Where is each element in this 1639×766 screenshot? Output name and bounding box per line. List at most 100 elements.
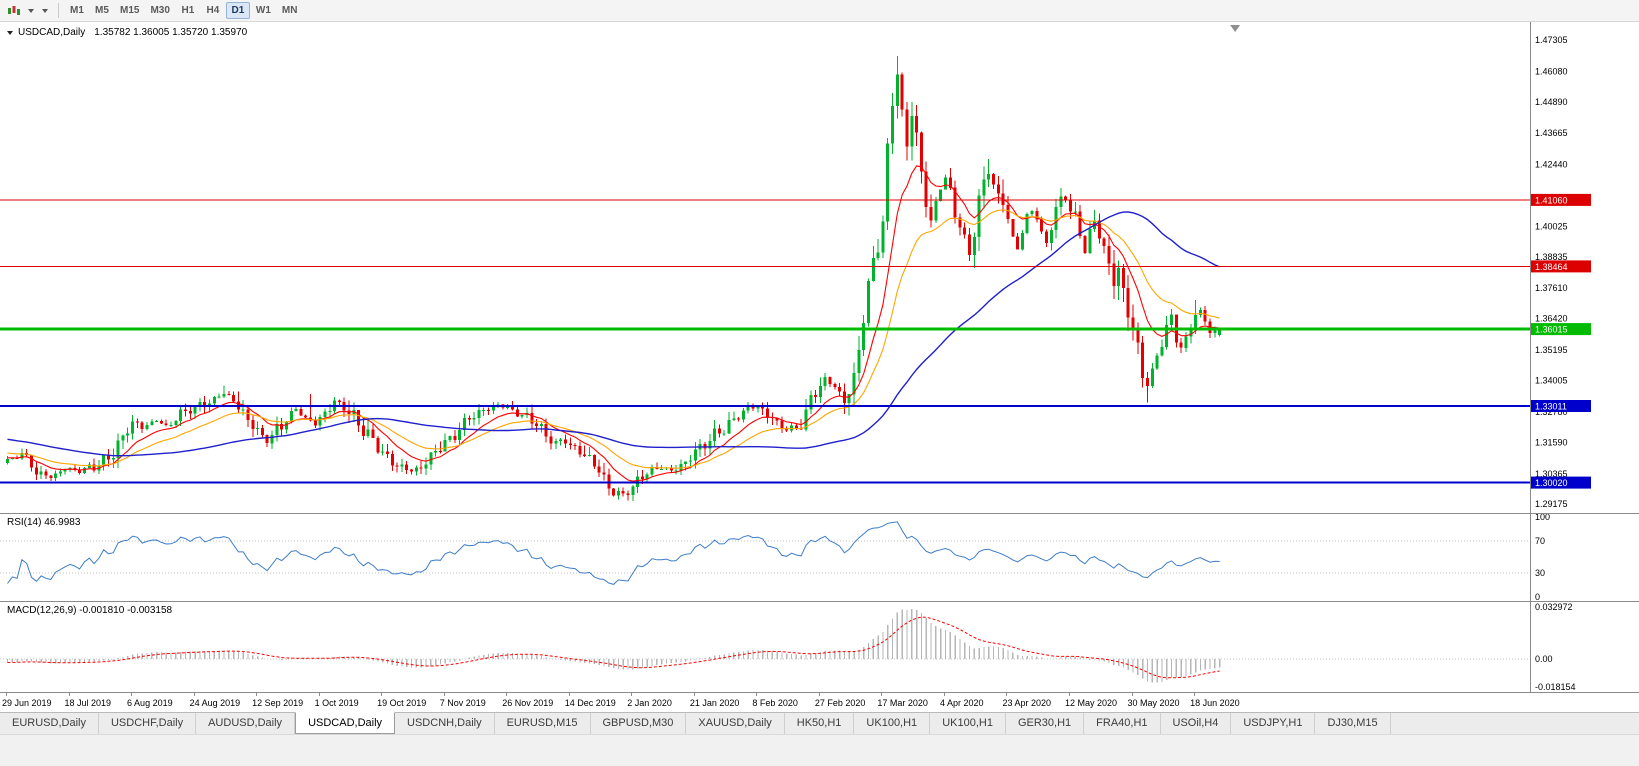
time-axis-tick <box>443 693 445 696</box>
price-badge-label: 1.36015 <box>1535 325 1568 335</box>
timeframe-button-mn[interactable]: MN <box>281 5 298 16</box>
rsi-axis-label: 100 <box>1535 514 1550 522</box>
time-axis-tick <box>318 693 320 696</box>
chart-tab-usdcnh-daily[interactable]: USDCNH,Daily <box>395 713 495 734</box>
chart-tab-eurusd-daily[interactable]: EURUSD,Daily <box>0 713 99 734</box>
toolbar-separator <box>58 3 59 18</box>
ma-line-sma55 <box>7 211 1220 457</box>
price-axis-label: 1.40025 <box>1535 221 1568 231</box>
chart-shift-marker[interactable] <box>1230 25 1241 32</box>
timeframe-button-w1[interactable]: W1 <box>255 5 271 16</box>
price-axis-label: 1.42440 <box>1535 160 1568 170</box>
macd-axis-label: -0.018154 <box>1535 682 1576 692</box>
timeframe-button-h1[interactable]: H1 <box>181 5 195 16</box>
chart-tab-usdjpy-h1[interactable]: USDJPY,H1 <box>1231 713 1316 734</box>
time-axis-label: 29 Jun 2019 <box>2 698 52 708</box>
time-axis-label: 14 Dec 2019 <box>564 698 616 708</box>
time-axis-tick <box>506 693 508 696</box>
time-axis-label: 12 May 2020 <box>1065 698 1118 708</box>
chart-tab-usdcad-daily[interactable]: USDCAD,Daily <box>295 712 396 734</box>
timeframe-button-m15[interactable]: M15 <box>120 5 140 16</box>
rsi-label: RSI(14) 46.9983 <box>7 517 80 528</box>
time-axis-tick <box>881 693 883 696</box>
timeframe-button-h4[interactable]: H4 <box>206 5 220 16</box>
chart-tab-gbpusd-m30[interactable]: GBPUSD,M30 <box>591 713 687 734</box>
time-axis-tick <box>6 693 7 696</box>
time-axis[interactable]: 29 Jun 2019 18 Jul 2019 6 Aug 2019 24 Aug 2… <box>0 692 1639 712</box>
price-axis-label: 1.47305 <box>1535 35 1568 45</box>
price-badge <box>1531 193 1591 206</box>
chart-tab-hk50-h1[interactable]: HK50,H1 <box>785 713 855 734</box>
time-axis-label: 19 Oct 2019 <box>377 698 427 708</box>
chart-tab-xauusd-daily[interactable]: XAUUSD,Daily <box>686 713 785 734</box>
candlestick-glyph <box>8 5 20 15</box>
timeframe-button-m30[interactable]: M30 <box>150 5 170 16</box>
price-axis-label: 1.44890 <box>1535 97 1568 107</box>
chart-tabs-bar: EURUSD,Daily USDCHF,Daily AUDUSD,Daily USDC… <box>0 712 1639 734</box>
price-axis-label: 1.35195 <box>1535 345 1568 355</box>
time-axis-tick <box>131 693 133 696</box>
timeframe-button-d1[interactable]: D1 <box>225 2 250 19</box>
time-axis-label: 24 Aug 2019 <box>189 698 241 708</box>
price-axis-label: 1.43665 <box>1535 128 1568 138</box>
timeframe-button-m5[interactable]: M5 <box>95 5 109 16</box>
rsi-line <box>7 521 1220 585</box>
rsi-axis-label: 70 <box>1535 536 1545 546</box>
time-axis-tick <box>68 693 70 696</box>
chart-tab-uk100-h1[interactable]: UK100,H1 <box>854 713 931 734</box>
time-axis-label: 23 Apr 2020 <box>1002 698 1052 708</box>
chart-tab-uk100-h1[interactable]: UK100,H1 <box>930 713 1006 734</box>
macd-indicator-pane[interactable]: 0.032972 0.00 -0.018154 <box>0 602 1639 692</box>
symbol-dropdown-icon[interactable] <box>7 30 13 35</box>
ohlc-values: 1.35782 1.36005 1.35720 1.35970 <box>94 27 248 38</box>
rsi-title: RSI(14) <box>7 517 42 528</box>
price-badge-label: 1.38464 <box>1535 262 1568 272</box>
price-axis-label: 1.29175 <box>1535 499 1568 509</box>
price-badge <box>1531 476 1591 489</box>
time-axis-label: 8 Feb 2020 <box>752 698 798 708</box>
ma-line-ema22 <box>7 209 1220 469</box>
macd-title: MACD(12,26,9) <box>7 605 77 616</box>
chart-header: USDCAD,Daily 1.35782 1.36005 1.35720 1.3… <box>7 27 247 38</box>
chart-tab-fra40-h1[interactable]: FRA40,H1 <box>1084 713 1161 734</box>
price-chart-pane[interactable]: 1.47305 1.46080 1.44890 1.43665 1.42440 1.400… <box>0 22 1639 514</box>
time-axis-tick <box>1131 693 1133 696</box>
time-axis-label: 30 May 2020 <box>1127 698 1180 708</box>
time-axis-tick <box>1006 693 1008 696</box>
macd-histogram <box>6 609 1221 683</box>
rsi-indicator-pane[interactable]: 100 70 30 0 <box>0 514 1639 602</box>
time-axis-tick <box>943 693 945 696</box>
rsi-axis-label: 0 <box>1535 592 1540 602</box>
time-axis-label: 27 Feb 2020 <box>814 698 866 708</box>
time-axis-label: 17 Mar 2020 <box>877 698 928 708</box>
time-axis-label: 4 Apr 2020 <box>939 698 984 708</box>
chart-tab-ger30-h1[interactable]: GER30,H1 <box>1006 713 1085 734</box>
time-axis-tick <box>193 693 195 696</box>
chart-tab-usdchf-daily[interactable]: USDCHF,Daily <box>99 713 197 734</box>
period-dropdown-icon[interactable] <box>42 8 48 13</box>
time-axis-label: 18 Jul 2019 <box>64 698 112 708</box>
chart-tab-audusd-daily[interactable]: AUDUSD,Daily <box>196 713 296 734</box>
time-axis-label: 18 Jun 2020 <box>1190 698 1240 708</box>
price-axis-label: 1.37610 <box>1535 283 1568 293</box>
timeframe-button-m1[interactable]: M1 <box>70 5 84 16</box>
chart-tab-eurusd-m15[interactable]: EURUSD,M15 <box>495 713 591 734</box>
time-axis-label: 7 Nov 2019 <box>439 698 486 708</box>
price-badge-label: 1.33011 <box>1535 402 1567 412</box>
time-axis-tick <box>381 693 383 696</box>
chart-window[interactable]: 1.47305 1.46080 1.44890 1.43665 1.42440 1.400… <box>0 22 1639 712</box>
time-axis-tick <box>631 693 633 696</box>
chart-tab-dj30-m15[interactable]: DJ30,M15 <box>1315 713 1391 734</box>
price-axis-label: 1.38835 <box>1535 252 1568 262</box>
macd-label: MACD(12,26,9) -0.001810 -0.003158 <box>7 605 172 616</box>
time-axis-tick <box>256 693 258 696</box>
chart-type-icon[interactable] <box>4 3 24 19</box>
price-badge <box>1531 260 1591 273</box>
chart-tab-usoil-h4[interactable]: USOil,H4 <box>1161 713 1232 734</box>
price-axis-label: 1.46080 <box>1535 66 1568 76</box>
time-axis-label: 2 Jan 2020 <box>627 698 672 708</box>
price-axis-label: 1.34005 <box>1535 376 1568 386</box>
candlesticks <box>6 56 1222 502</box>
chart-type-caret-icon[interactable] <box>28 8 34 13</box>
